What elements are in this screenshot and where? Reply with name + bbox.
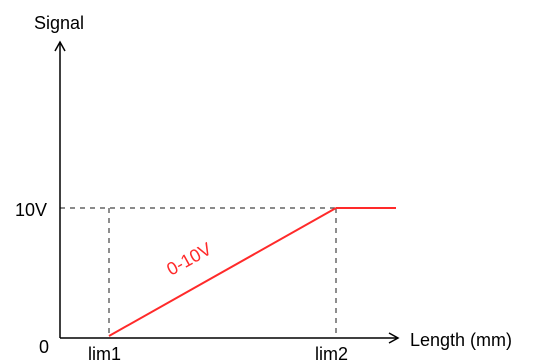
y-tick-10v: 10V — [15, 200, 47, 220]
x-tick-lim2: lim2 — [315, 344, 348, 361]
y-axis-label: Signal — [34, 13, 84, 33]
ramp-label: 0-10V — [163, 239, 215, 280]
origin-label: 0 — [39, 337, 49, 357]
ramp-line — [108, 207, 337, 337]
x-tick-lim1: lim1 — [88, 344, 121, 361]
x-axis-label: Length (mm) — [410, 330, 512, 350]
